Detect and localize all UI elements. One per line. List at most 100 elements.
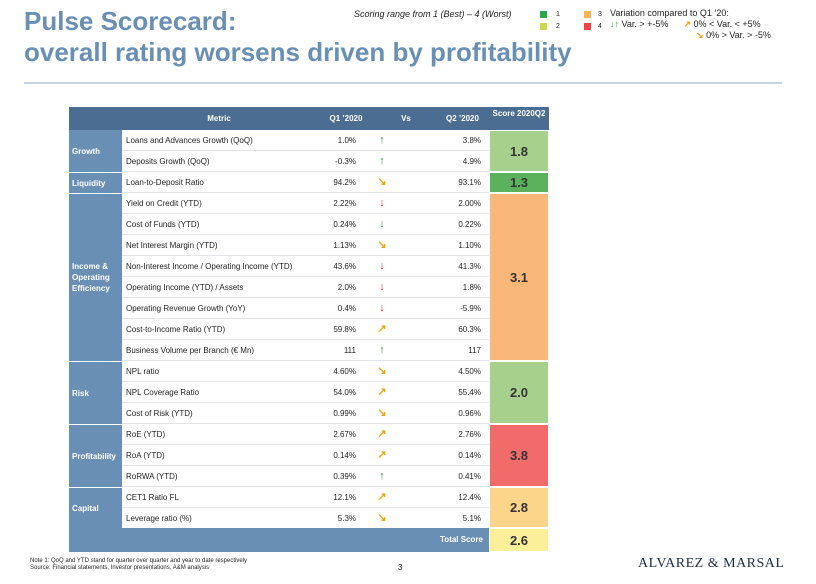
q2-value-cell: 0.14% <box>458 451 481 460</box>
category-profitability: Profitability <box>69 424 122 487</box>
table-row: Deposits Growth (QoQ) -0.3% ↑ 4.9% <box>122 151 489 172</box>
total-score-bar: Total Score <box>69 528 489 552</box>
metric-cell: RoA (YTD) <box>126 451 165 460</box>
q1-value-cell: 2.22% <box>333 199 356 208</box>
metric-cell: Cost-to-Income Ratio (YTD) <box>126 325 226 334</box>
category-capital: Capital <box>69 487 122 528</box>
title-line-1: Pulse Scorecard: <box>24 6 237 36</box>
trend-arrow-icon: ↘ <box>377 365 387 377</box>
trend-arrow-icon: ↘ <box>377 176 387 188</box>
q1-value-cell: 0.14% <box>333 451 356 460</box>
page-title: Pulse Scorecard: overall rating worsens … <box>24 6 572 68</box>
variation-title: Variation compared to Q1 ’20: <box>610 8 729 18</box>
metric-cell: CET1 Ratio FL <box>126 493 179 502</box>
table-row: Operating Revenue Growth (YoY) 0.4% ↓ -5.9% <box>122 298 489 319</box>
q2-value-cell: 5.1% <box>462 514 481 523</box>
q2-value-cell: 12.4% <box>458 493 481 502</box>
q1-value-cell: 12.1% <box>333 493 356 502</box>
q2-value-cell: 0.22% <box>458 220 481 229</box>
score-risk: 2.0 <box>489 361 549 424</box>
variation-legend: Variation compared to Q1 ’20: ↓↑ Var. > … <box>610 8 771 41</box>
legend-swatch-3 <box>584 11 591 18</box>
category-risk: Risk <box>69 361 122 424</box>
footnote-note: Note 1: QoQ and YTD stand for quarter ov… <box>30 558 248 564</box>
score-profitability: 3.8 <box>489 424 549 487</box>
legend-swatch-4 <box>584 23 591 30</box>
metric-cell: Loan-to-Deposit Ratio <box>126 178 204 187</box>
table-row: Net Interest Margin (YTD) 1.13% ↘ 1.10% <box>122 235 489 256</box>
trend-arrow-icon: ↑ <box>379 134 385 146</box>
q2-value-cell: 4.50% <box>458 367 481 376</box>
metric-cell: Non-Interest Income / Operating Income (… <box>126 262 293 271</box>
q2-value-cell: 2.76% <box>458 430 481 439</box>
scorecard-table: Metric Q1 ’2020 Vs Q2 ’2020 Score 2020Q2… <box>69 107 549 552</box>
metric-cell: Cost of Risk (YTD) <box>126 409 193 418</box>
q2-value-cell: 0.41% <box>458 472 481 481</box>
metric-cell: NPL Coverage Ratio <box>126 388 200 397</box>
trend-arrow-icon: ↑ <box>379 344 385 356</box>
metric-cell: Operating Revenue Growth (YoY) <box>126 304 246 313</box>
header-score: Score 2020Q2 <box>492 109 546 118</box>
q1-value-cell: 54.0% <box>333 388 356 397</box>
variation-text-1: Var. > +-5% <box>621 19 669 29</box>
table-row: RoE (YTD) 2.67% ↗ 2.76% <box>122 424 489 445</box>
down-up-arrow-icon: ↓↑ <box>610 19 619 29</box>
trend-arrow-icon: ↑ <box>379 470 385 482</box>
legend-label-4: 4 <box>598 23 602 30</box>
down-right-arrow-icon: ↘ <box>696 30 704 40</box>
table-row: RoA (YTD) 0.14% ↗ 0.14% <box>122 445 489 466</box>
trend-arrow-icon: ↗ <box>377 428 387 440</box>
q2-value-cell: -5.9% <box>460 304 481 313</box>
trend-arrow-icon: ↓ <box>379 302 385 314</box>
q1-value-cell: 59.8% <box>333 325 356 334</box>
q1-value-cell: 94.2% <box>333 178 356 187</box>
header-vs: Vs <box>401 114 411 123</box>
q2-value-cell: 41.3% <box>458 262 481 271</box>
table-row: Cost of Risk (YTD) 0.99% ↘ 0.96% <box>122 403 489 424</box>
title-line-2: overall rating worsens driven by profita… <box>24 37 572 67</box>
up-right-arrow-icon: ↗ <box>683 19 691 29</box>
variation-text-2: 0% < Var. < +5% <box>693 19 761 29</box>
q1-value-cell: 0.4% <box>337 304 356 313</box>
metric-cell: RoRWA (YTD) <box>126 472 178 481</box>
q2-value-cell: 60.3% <box>458 325 481 334</box>
total-score-value: 2.6 <box>489 528 549 552</box>
q2-value-cell: 2.00% <box>458 199 481 208</box>
q1-value-cell: 0.99% <box>333 409 356 418</box>
table-row: Cost of Funds (YTD) 0.24% ↓ 0.22% <box>122 214 489 235</box>
legend-label-2: 2 <box>556 23 560 30</box>
total-score-label: Total Score <box>440 535 483 544</box>
q2-value-cell: 0.96% <box>458 409 481 418</box>
trend-arrow-icon: ↘ <box>377 407 387 419</box>
q2-value-cell: 4.9% <box>462 157 481 166</box>
metric-cell: Loans and Advances Growth (QoQ) <box>126 136 253 145</box>
metric-cell: Business Volume per Branch (€ Mn) <box>126 346 255 355</box>
trend-arrow-icon: ↓ <box>379 218 385 230</box>
table-row: Loan-to-Deposit Ratio 94.2% ↘ 93.1% <box>122 172 489 193</box>
footnote: Note 1: QoQ and YTD stand for quarter ov… <box>30 558 247 572</box>
table-row: Yield on Credit (YTD) 2.22% ↓ 2.00% <box>122 193 489 214</box>
q1-value-cell: 1.13% <box>333 241 356 250</box>
header-q1: Q1 ’2020 <box>329 114 363 123</box>
trend-arrow-icon: ↓ <box>379 197 385 209</box>
table-row: Operating Income (YTD) / Assets 2.0% ↓ 1.8% <box>122 277 489 298</box>
table-row: CET1 Ratio FL 12.1% ↗ 12.4% <box>122 487 489 508</box>
q1-value-cell: 111 <box>343 346 356 355</box>
q1-value-cell: 1.0% <box>337 136 356 145</box>
q2-value-cell: 117 <box>468 346 481 355</box>
q1-value-cell: 2.67% <box>333 430 356 439</box>
trend-arrow-icon: ↓ <box>379 281 385 293</box>
q2-value-cell: 55.4% <box>458 388 481 397</box>
trend-arrow-icon: ↑ <box>379 155 385 167</box>
legend-swatch-1 <box>540 11 547 18</box>
score-income: 3.1 <box>489 193 549 361</box>
page-number: 3 <box>398 563 403 572</box>
table-row: Non-Interest Income / Operating Income (… <box>122 256 489 277</box>
metric-cell: RoE (YTD) <box>126 430 166 439</box>
legend-label-1: 1 <box>556 11 560 18</box>
variation-item-3: ↘ 0% > Var. > -5% <box>610 30 771 41</box>
header-q2: Q2 ’2020 <box>446 114 479 123</box>
metric-cell: Net Interest Margin (YTD) <box>126 241 218 250</box>
trend-arrow-icon: ↗ <box>377 491 387 503</box>
category-income: Income & Operating Efficiency <box>69 193 122 361</box>
